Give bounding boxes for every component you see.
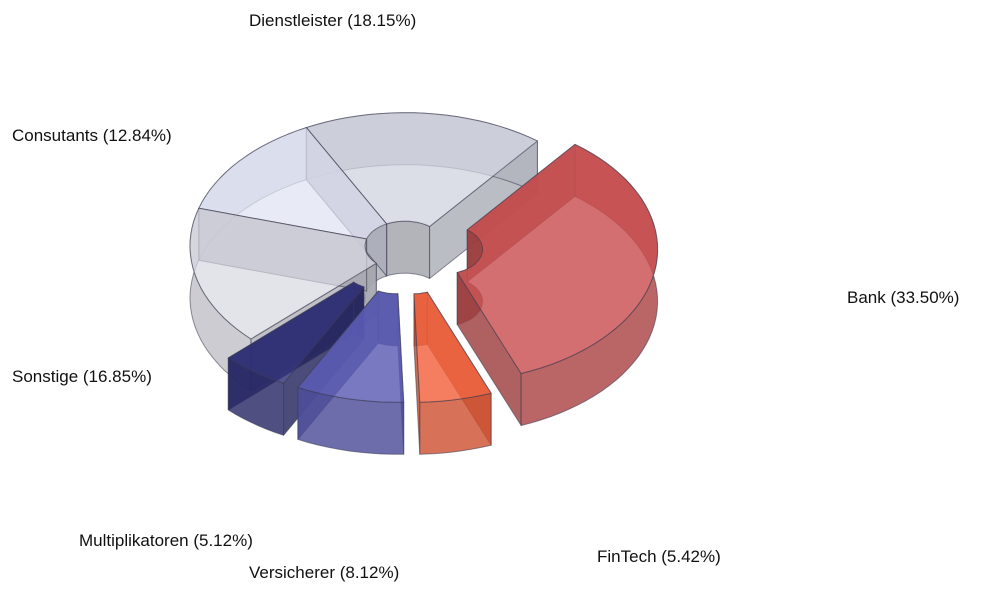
label-layer: Bank (33.50%) FinTech (5.42%) Versichere… [12, 11, 959, 582]
slice-layer [189, 112, 659, 455]
slice-label-dienstleister: Dienstleister (18.15%) [249, 11, 416, 30]
slice-label-versicherer: Versicherer (8.12%) [249, 563, 399, 582]
slice-top-dienstleister [305, 112, 538, 227]
slice-label-bank: Bank (33.50%) [847, 288, 959, 307]
slice-bank [456, 143, 659, 426]
slice-top-bank [456, 143, 659, 374]
slice-fintech [413, 291, 492, 455]
slice-top-multiplikatoren [227, 281, 365, 384]
slice-label-fintech: FinTech (5.42%) [597, 547, 721, 566]
slice-label-multiplikatoren: Multiplikatoren (5.12%) [79, 531, 253, 550]
slice-top-versicherer [297, 290, 405, 403]
slice-versicherer [297, 290, 405, 455]
slice-label-sonstige: Sonstige (16.85%) [12, 367, 152, 386]
slice-top-sonstige [189, 207, 377, 340]
slice-inner-wall-dienstleister [386, 220, 431, 279]
slice-top-consutants [198, 127, 388, 240]
slice-top-fintech [413, 291, 492, 403]
slice-label-consutants: Consutants (12.84%) [12, 126, 172, 145]
